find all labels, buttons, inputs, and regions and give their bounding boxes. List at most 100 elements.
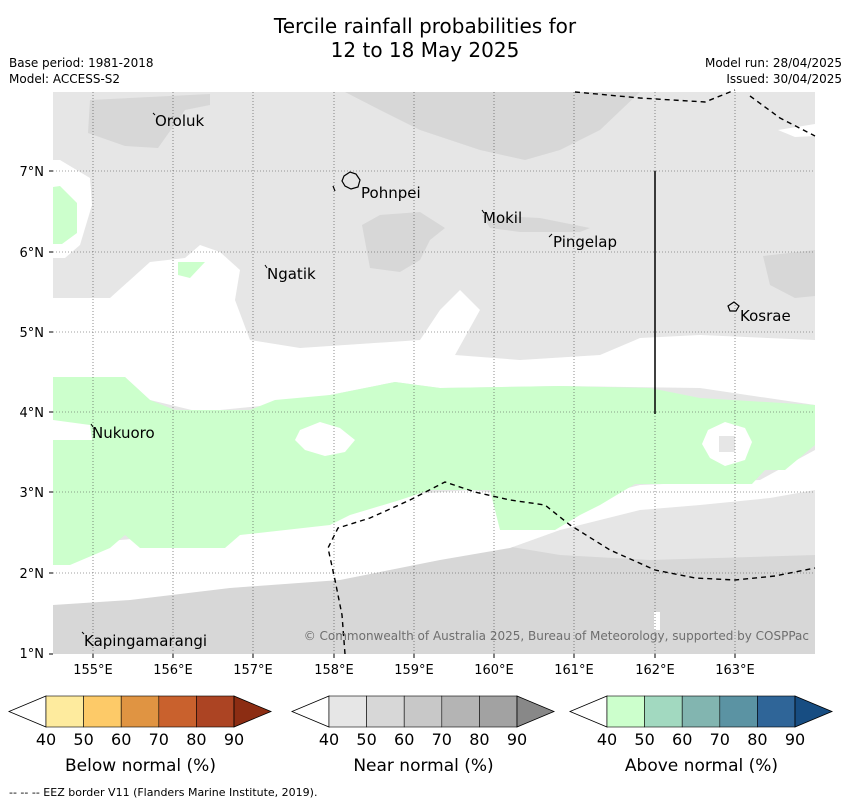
legend-tick-label: 90 <box>224 730 244 749</box>
above-normal-50-area <box>53 377 815 565</box>
place-label-nukuoro: Nukuoro <box>92 424 155 442</box>
lat-tick-label: 6°N <box>20 246 45 261</box>
kosrae-outline <box>727 301 740 312</box>
no-signal-area <box>295 422 355 456</box>
lon-tick-label: 160°E <box>474 663 514 678</box>
near-normal-60-area <box>88 94 210 148</box>
place-label-ngatik: Ngatik <box>267 265 316 283</box>
above-normal-50-area <box>53 186 77 244</box>
legend-swatch <box>366 695 405 728</box>
legend-arrow-high <box>794 695 834 728</box>
legend-tick-label: 60 <box>111 730 131 749</box>
legend-tick-label: 70 <box>149 730 169 749</box>
issued-text: Issued: 30/04/2025 <box>726 72 842 86</box>
legend-label-above: Above normal (%) <box>624 756 779 776</box>
model-run-text: Model run: 28/04/2025 <box>704 56 842 70</box>
lat-tick-label: 4°N <box>20 406 45 421</box>
lat-tick-label: 2°N <box>20 567 45 582</box>
legend-arrow-low <box>568 695 608 728</box>
legend-tick-label: 60 <box>672 730 692 749</box>
no-signal-area <box>53 420 92 440</box>
legend-tick-label: 80 <box>186 730 206 749</box>
lat-tick-label: 7°N <box>20 165 45 180</box>
near-normal-50-area <box>719 436 735 452</box>
legend-panel: 40 50 60 70 80 90 40 50 60 70 80 90 40 50 60 70 80 90 <box>7 695 834 749</box>
no-signal-area <box>654 612 660 630</box>
graticule <box>53 92 815 654</box>
place-label-oroluk: Oroluk <box>155 112 204 130</box>
near-normal-60-area <box>53 535 815 654</box>
legend-tick-label: 70 <box>432 730 452 749</box>
pohnpei-outline <box>341 171 361 190</box>
island-mark <box>332 185 336 192</box>
lat-tick-label: 3°N <box>20 486 45 501</box>
legend-swatch <box>479 695 518 728</box>
legend-swatch <box>403 695 443 728</box>
legend-swatch <box>719 695 758 728</box>
legend-arrow-low <box>290 695 330 728</box>
legend-swatch <box>158 695 197 728</box>
legend-label-near: Near normal (%) <box>353 756 494 776</box>
copyright-text: © Commonwealth of Australia 2025, Bureau… <box>304 629 809 643</box>
lon-tick-label: 155°E <box>73 663 113 678</box>
legend-tick-label: 50 <box>73 730 93 749</box>
legend-tick-label: 80 <box>469 730 489 749</box>
no-signal-area <box>53 332 60 356</box>
legend-tick-label: 40 <box>36 730 56 749</box>
base-period-text: Base period: 1981-2018 <box>9 56 154 70</box>
place-label-mokil: Mokil <box>483 209 522 227</box>
eez-footnote: -- -- -- EEZ border V11 (Flanders Marine… <box>9 786 318 799</box>
legend-swatch <box>328 695 367 728</box>
legend-swatch <box>644 695 683 728</box>
place-label-kapingamarangi: Kapingamarangi <box>84 632 207 650</box>
legend-tick-label: 60 <box>394 730 414 749</box>
legend-swatch <box>441 695 480 728</box>
lat-tick-label: 5°N <box>20 326 45 341</box>
island-markers <box>81 112 553 635</box>
near-normal-60-area <box>345 92 640 160</box>
legend-tick-label: 40 <box>597 730 617 749</box>
lon-tick-label: 159°E <box>394 663 434 678</box>
axis-ticks <box>49 170 736 658</box>
eez-border <box>327 89 816 655</box>
place-label-pingelap: Pingelap <box>553 233 617 251</box>
near-normal-60-area <box>763 250 815 298</box>
legend-arrow-low <box>7 695 47 728</box>
map-title-line2: 12 to 18 May 2025 <box>330 38 520 62</box>
legend-tick-label: 70 <box>710 730 730 749</box>
legend-tick-label: 40 <box>319 730 339 749</box>
legend-tick-label: 80 <box>747 730 767 749</box>
legend-swatch <box>196 695 235 728</box>
legend-swatch <box>681 695 721 728</box>
legend-tick-label: 90 <box>507 730 527 749</box>
map-title-line1: Tercile rainfall probabilities for <box>273 14 577 38</box>
legend-swatch <box>120 695 160 728</box>
legend-label-below: Below normal (%) <box>65 756 216 776</box>
lon-tick-label: 162°E <box>635 663 675 678</box>
place-label-pohnpei: Pohnpei <box>361 184 421 202</box>
lon-tick-label: 157°E <box>233 663 273 678</box>
legend-arrow-high <box>516 695 556 728</box>
no-signal-area <box>53 245 815 412</box>
legend-tick-label: 50 <box>356 730 376 749</box>
near-normal-60-area <box>362 212 445 272</box>
legend-tick-label: 50 <box>634 730 654 749</box>
legend-swatch <box>45 695 84 728</box>
lon-tick-label: 163°E <box>715 663 755 678</box>
lon-tick-label: 161°E <box>554 663 594 678</box>
near-normal-60-area <box>482 215 590 232</box>
legend-swatch <box>83 695 122 728</box>
place-label-kosrae: Kosrae <box>740 307 791 325</box>
lon-tick-label: 156°E <box>153 663 193 678</box>
legend-swatch <box>606 695 645 728</box>
legend-tick-label: 90 <box>785 730 805 749</box>
legend-arrow-high <box>233 695 273 728</box>
no-signal-area <box>53 450 815 605</box>
legend-swatch <box>757 695 796 728</box>
model-text: Model: ACCESS-S2 <box>9 72 121 86</box>
lon-tick-label: 158°E <box>314 663 354 678</box>
lat-tick-label: 1°N <box>20 647 45 662</box>
map-panel: Oroluk Pohnpei Mokil Pingelap Ngatik Kos… <box>20 89 816 678</box>
above-normal-50-area <box>178 262 205 278</box>
probability-field <box>53 92 815 654</box>
